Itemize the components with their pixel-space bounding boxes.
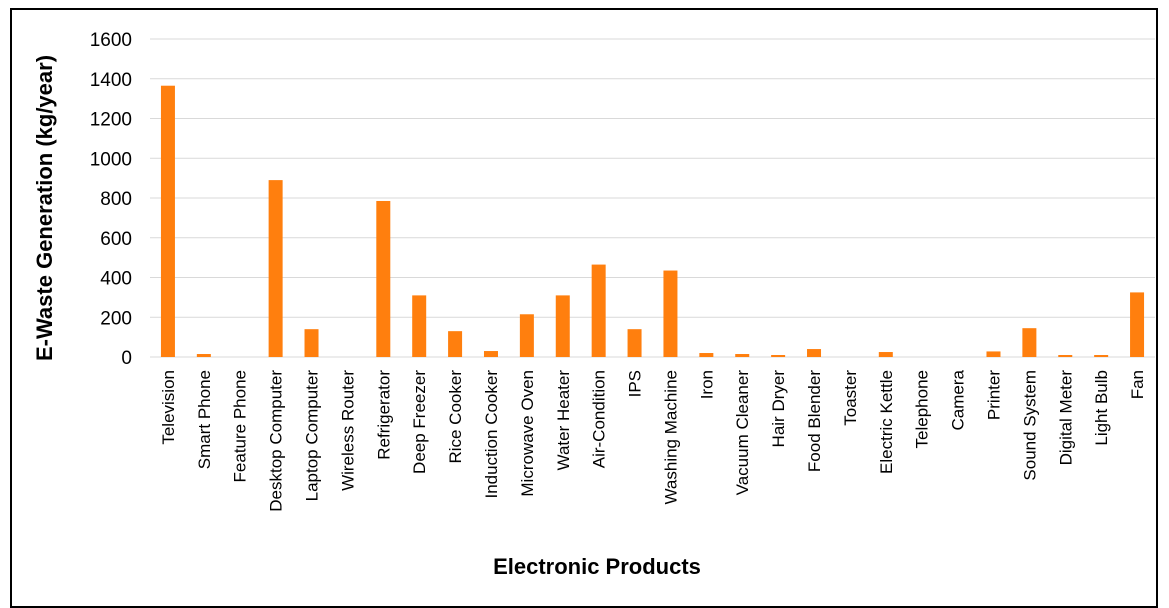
x-tick-label: Deep Freezer [410,370,429,474]
x-tick-label: Food Blender [805,370,824,472]
y-tick-label: 1000 [90,149,132,170]
x-tick-label: Television [159,370,178,445]
bar [807,349,822,357]
bar [771,355,786,357]
gridlines [150,38,1155,358]
x-tick-label: Toaster [841,370,860,426]
bar [1094,355,1109,357]
x-tick-label: Iron [697,370,716,399]
x-axis-title: Electronic Products [493,554,701,579]
x-tick-label: Fan [1128,370,1147,399]
bar [699,353,714,357]
x-tick-label: Smart Phone [195,370,214,469]
x-tick-label: Vacuum Cleaner [733,370,752,496]
bars [160,85,1145,358]
y-tick-label: 200 [100,308,132,329]
x-tick-label: Camera [949,369,968,430]
x-tick-label: Laptop Computer [303,370,322,502]
bar [448,331,463,357]
x-axis-ticks: Television Smart Phone Feature Phone Deskto… [159,369,1147,511]
x-tick-label: Wireless Router [338,370,357,491]
x-tick-label: Sound System [1020,370,1039,481]
y-tick-label: 0 [121,348,132,369]
bar [268,180,283,357]
y-tick-label: 1400 [90,70,132,91]
bar [519,314,534,357]
y-tick-label: 1200 [90,110,132,131]
bar [591,264,606,357]
bar [878,352,893,357]
bar [663,270,678,357]
x-tick-label: Telephone [913,370,932,448]
bar [412,295,427,357]
x-tick-label: Water Heater [554,370,573,471]
x-tick-label: Washing Machine [661,370,680,505]
y-tick-label: 600 [100,229,132,250]
bar [1058,355,1073,357]
bar [735,354,750,357]
x-tick-label: Air-Condition [590,370,609,468]
x-tick-label: Hair Dryer [769,370,788,448]
x-tick-label: Digital Meter [1056,370,1075,466]
y-axis-ticks: 0 200 400 600 800 1000 1200 1400 1600 [90,30,132,369]
bar [304,329,319,357]
bar [483,351,498,357]
bar-chart: 0 200 400 600 800 1000 1200 1400 1600 Television… [32,30,1155,579]
x-tick-label: Refrigerator [374,370,393,460]
bar [196,354,211,357]
x-tick-label: Electric Kettle [877,370,896,474]
bar [1130,292,1145,357]
x-tick-label: Rice Cooker [446,370,465,464]
y-tick-label: 800 [100,189,132,210]
x-tick-label: IPS [626,370,645,397]
chart-frame [10,8,1158,608]
bar [627,329,642,357]
bar [555,295,570,357]
x-tick-label: Induction Cooker [482,370,501,499]
x-tick-label: Printer [984,370,1003,420]
bar [160,85,175,358]
y-axis-title: E-Waste Generation (kg/year) [32,55,57,361]
x-tick-label: Desktop Computer [267,370,286,512]
x-tick-label: Feature Phone [231,370,250,482]
x-tick-label: Microwave Oven [518,370,537,497]
x-tick-label: Light Bulb [1092,370,1111,446]
bar [1022,328,1037,357]
y-tick-label: 400 [100,269,132,290]
bar [376,200,391,357]
y-tick-label: 1600 [90,30,132,51]
bar [986,351,1001,357]
